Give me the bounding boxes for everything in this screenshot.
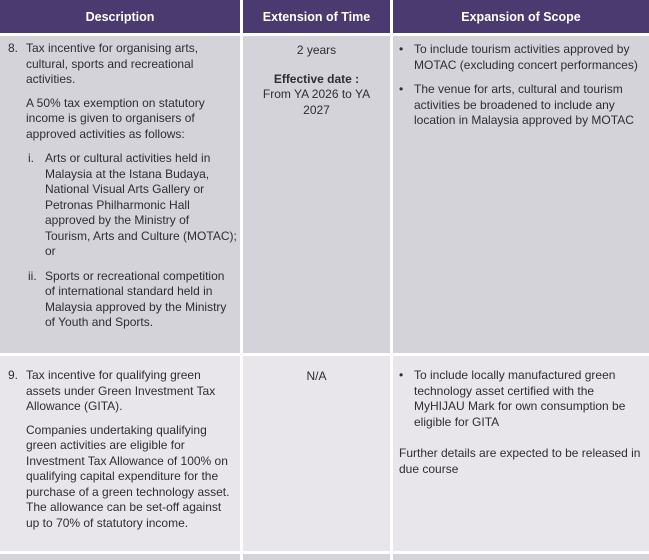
row9-extension-cell: N/A <box>243 356 390 551</box>
bullet-icon: • <box>399 42 404 56</box>
row8-paragraph: A 50% tax exemption on statutory income … <box>26 95 205 141</box>
row9-extension-duration: N/A <box>306 369 327 383</box>
row8-scope-bullet-1: • To include tourism activities approved… <box>399 42 641 73</box>
row8-intro: 8. Tax incentive for organising arts, cu… <box>8 41 237 88</box>
row9-scope-cell: • To include locally manufactured green … <box>393 356 649 551</box>
header-description: Description <box>0 0 240 33</box>
roman-marker-i: i. <box>28 151 34 165</box>
row8-list-item-ii-text: Sports or recreational competition of in… <box>45 268 227 330</box>
roman-marker-ii: ii. <box>28 268 37 283</box>
next-row-partial-cell <box>243 554 390 560</box>
header-expansion-of-scope: Expansion of Scope <box>393 0 649 33</box>
row9-intro-text: Tax incentive for qualifying green asset… <box>26 368 216 413</box>
row8-scope-bullet-1-text: To include tourism activities approved b… <box>414 42 638 72</box>
row9-scope-bullet-1: • To include locally manufactured green … <box>399 368 641 430</box>
row8-list-item-ii: ii. Sports or recreational competition o… <box>28 269 237 331</box>
row8-scope-bullet-2-text: The venue for arts, cultural and tourism… <box>414 82 634 127</box>
bullet-icon: • <box>399 82 404 96</box>
row9-scope-bullet-1-text: To include locally manufactured green te… <box>414 368 626 429</box>
row8-scope-cell: • To include tourism activities approved… <box>393 36 649 353</box>
row9-paragraph: Companies undertaking qualifying green a… <box>26 422 230 530</box>
header-extension-of-time: Extension of Time <box>243 0 390 33</box>
row8-scope-bullet-2: • The venue for arts, cultural and touri… <box>399 82 641 129</box>
row8-number: 8. <box>8 41 19 55</box>
row9-number: 9. <box>8 368 19 382</box>
row9-description-cell: 9. Tax incentive for qualifying green as… <box>0 356 240 551</box>
row8-description-cell: 8. Tax incentive for organising arts, cu… <box>0 36 240 353</box>
row9-scope-note: Further details are expected to be relea… <box>399 446 641 476</box>
row8-list-item-i: i. Arts or cultural activities held in M… <box>28 151 237 260</box>
row8-intro-text: Tax incentive for organising arts, cultu… <box>26 41 199 86</box>
next-row-partial-cell <box>0 554 240 560</box>
row8-effective-date-label: Effective date : <box>273 71 360 86</box>
row8-extension-duration: 2 years <box>296 43 337 57</box>
row8-extension-cell: 2 years Effective date : From YA 2026 to… <box>243 36 390 353</box>
row9-intro: 9. Tax incentive for qualifying green as… <box>8 368 237 415</box>
next-row-partial-cell <box>393 554 649 560</box>
row8-effective-period: From YA 2026 to YA 2027 <box>262 87 371 117</box>
bullet-icon: • <box>399 368 404 382</box>
row8-list-item-i-text: Arts or cultural activities held in Mala… <box>45 151 237 258</box>
